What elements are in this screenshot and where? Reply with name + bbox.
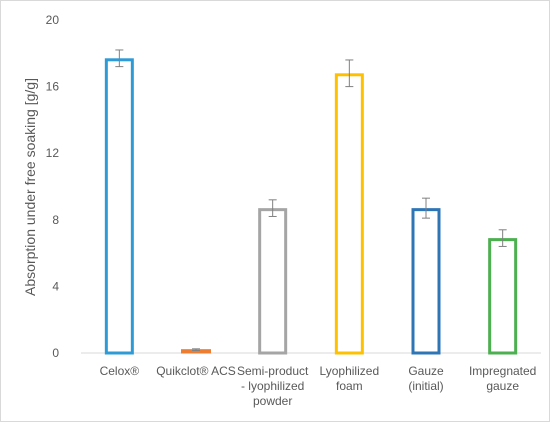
bar <box>488 238 518 355</box>
error-bar <box>268 199 277 217</box>
bar <box>258 208 288 355</box>
y-axis-label: Absorption under free soaking [g/g] <box>22 78 38 296</box>
bar <box>411 208 441 355</box>
x-category-label: Quikclot® ACS <box>156 364 236 378</box>
x-category-label-line: Lyophilized <box>320 364 380 378</box>
y-tick-label: 4 <box>52 279 59 293</box>
bar <box>334 73 364 355</box>
x-axis-categories: Celox® Quikclot® ACS Semi-product - lyophil… <box>100 364 537 408</box>
x-category-label-line: Semi-product <box>237 364 309 378</box>
x-category-label-line: Impregnated <box>469 364 536 378</box>
y-tick-label: 20 <box>46 13 60 27</box>
x-category-label-line: gauze <box>486 379 519 393</box>
x-category-label-line: Gauze <box>408 364 444 378</box>
bar <box>104 58 134 355</box>
bars <box>104 58 518 355</box>
x-category-label-line: Celox® <box>100 364 140 378</box>
y-tick-label: 16 <box>46 80 60 94</box>
x-category-label-line: (initial) <box>408 379 443 393</box>
x-category-label: Impregnated gauze <box>469 364 536 393</box>
x-category-label-line: foam <box>336 379 363 393</box>
x-category-label: Celox® <box>100 364 140 378</box>
y-tick-label: 8 <box>52 213 59 227</box>
x-category-label: Semi-product - lyophilized powder <box>237 364 309 408</box>
error-bar <box>115 49 124 68</box>
y-axis-ticks: 0 4 8 12 16 20 <box>46 13 60 360</box>
x-category-label-line: Quikclot® ACS <box>156 364 236 378</box>
error-bar <box>192 348 200 352</box>
x-category-label-line: - lyophilized <box>241 379 304 393</box>
x-category-label: Gauze (initial) <box>408 364 444 393</box>
x-category-label-line: powder <box>253 394 292 408</box>
error-bar <box>498 229 507 247</box>
y-tick-label: 0 <box>52 346 59 360</box>
error-bar <box>345 59 354 88</box>
y-tick-label: 12 <box>46 146 60 160</box>
error-bar <box>422 197 430 219</box>
x-category-label: Lyophilized foam <box>320 364 380 393</box>
error-bars <box>115 49 507 352</box>
